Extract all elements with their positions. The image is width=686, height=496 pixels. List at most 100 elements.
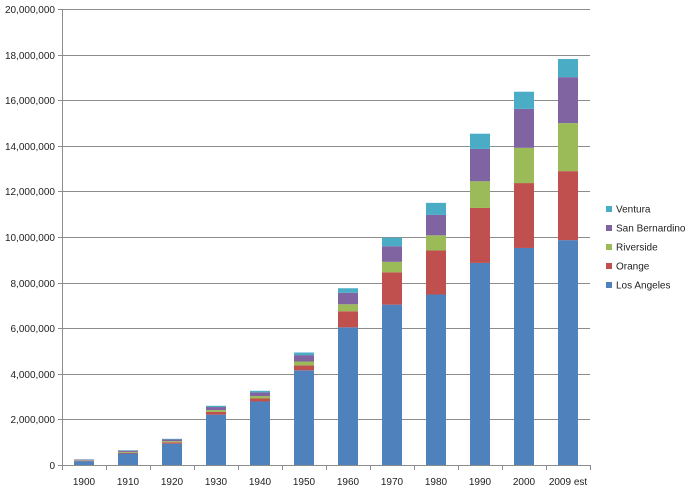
bar-segment-san-bernardino <box>426 214 446 236</box>
bar-segment-san-bernardino <box>514 108 534 148</box>
bar-segment-san-bernardino <box>74 459 94 461</box>
bar-segment-orange <box>162 442 182 444</box>
bar-segment-riverside <box>558 123 578 172</box>
legend-swatch <box>606 263 612 269</box>
bar-segment-orange <box>338 311 358 328</box>
bar-segment-ventura <box>382 237 402 247</box>
y-tick-label: 2,000,000 <box>11 415 56 426</box>
bar-segment-riverside <box>118 451 138 453</box>
x-tick-label: 1910 <box>117 477 140 488</box>
bar-segment-los-angeles <box>294 370 314 465</box>
x-tick-label: 1940 <box>249 477 272 488</box>
bar-segment-riverside <box>162 441 182 443</box>
bar-segment-los-angeles <box>118 453 138 465</box>
bar-segment-riverside <box>382 261 402 273</box>
y-tick-label: 10,000,000 <box>5 233 55 244</box>
bar-segment-los-angeles <box>426 294 446 465</box>
x-tick-label: 1990 <box>469 477 492 488</box>
bar-segment-ventura <box>338 288 358 293</box>
bar-segment-riverside <box>470 181 490 208</box>
x-tick-label: 1980 <box>425 477 448 488</box>
x-tick-labels: 1900 1910 1920 1930 1940 1950 1960 1970 1980 1990… <box>73 477 588 488</box>
x-tick-label: 1960 <box>337 477 360 488</box>
bar-segment-san-bernardino <box>338 292 358 305</box>
axes <box>58 9 591 470</box>
bar-segment-ventura <box>162 438 182 440</box>
bar-segment-riverside <box>250 396 270 399</box>
bar-segment-san-bernardino <box>162 439 182 442</box>
legend-item-orange: Orange <box>606 262 650 273</box>
bar-segment-ventura <box>250 390 270 393</box>
bar-segment-orange <box>118 452 138 454</box>
bar-segment-orange <box>250 398 270 402</box>
bar-segment-los-angeles <box>558 240 578 465</box>
bar-segment-san-bernardino <box>294 355 314 362</box>
legend-label: San Bernardino <box>616 224 686 235</box>
legend-label: Ventura <box>616 205 651 216</box>
bar-segment-los-angeles <box>382 304 402 465</box>
y-tick-label: 20,000,000 <box>5 5 55 16</box>
x-tick-label: 1920 <box>161 477 184 488</box>
bar-segment-los-angeles <box>74 461 94 465</box>
y-tick-label: 8,000,000 <box>11 279 56 290</box>
y-tick-label: 6,000,000 <box>11 324 56 335</box>
bar-segment-orange <box>470 207 490 263</box>
bar-segment-riverside <box>514 147 534 184</box>
legend-swatch <box>606 244 612 250</box>
bar-segment-los-angeles <box>338 327 358 465</box>
bar-segment-ventura <box>206 405 226 408</box>
bar-segment-los-angeles <box>206 414 226 465</box>
bar-segment-san-bernardino <box>206 407 226 411</box>
bar-segment-san-bernardino <box>118 450 138 452</box>
y-tick-label: 0 <box>49 461 55 472</box>
y-tick-label: 14,000,000 <box>5 142 55 153</box>
legend-swatch <box>606 225 612 231</box>
bar-segment-riverside <box>206 410 226 412</box>
x-tick-label: 1900 <box>73 477 96 488</box>
bar-segment-orange <box>558 171 578 241</box>
bar-segment-san-bernardino <box>558 77 578 124</box>
bars <box>74 58 578 465</box>
bar-segment-riverside <box>338 304 358 312</box>
x-tick-label: 2000 <box>513 477 536 488</box>
y-tick-label: 12,000,000 <box>5 187 55 198</box>
bar-segment-ventura <box>426 202 446 215</box>
bar-segment-los-angeles <box>470 262 490 465</box>
bar-segment-ventura <box>294 352 314 356</box>
legend-swatch <box>606 282 612 288</box>
bar-segment-riverside <box>426 235 446 251</box>
x-tick-label: 1930 <box>205 477 228 488</box>
x-tick-label: 1950 <box>293 477 316 488</box>
legend-item-ventura: Ventura <box>606 205 651 216</box>
y-tick-labels: 0 2,000,000 4,000,000 6,000,000 8,000,000 10,… <box>5 5 56 472</box>
gridlines <box>62 9 590 420</box>
x-tick-label: 1970 <box>381 477 404 488</box>
bar-segment-ventura <box>470 133 490 149</box>
bar-segment-orange <box>294 365 314 371</box>
bar-segment-los-angeles <box>162 443 182 465</box>
bar-segment-los-angeles <box>514 247 534 465</box>
legend-item-los-angeles: Los Angeles <box>606 281 671 292</box>
legend-label: Orange <box>616 262 650 273</box>
bar-segment-orange <box>382 272 402 305</box>
y-tick-label: 18,000,000 <box>5 51 55 62</box>
legend: Ventura San Bernardino Riverside Orange Los … <box>606 205 686 292</box>
legend-item-riverside: Riverside <box>606 243 658 254</box>
bar-segment-san-bernardino <box>470 148 490 182</box>
y-tick-label: 4,000,000 <box>11 370 56 381</box>
bar-segment-ventura <box>558 58 578 78</box>
bar-segment-san-bernardino <box>250 392 270 397</box>
bar-segment-orange <box>426 250 446 295</box>
bar-segment-ventura <box>514 91 534 109</box>
bar-segment-orange <box>206 411 226 415</box>
legend-label: Los Angeles <box>616 281 671 292</box>
bar-segment-san-bernardino <box>382 246 402 262</box>
bar-segment-los-angeles <box>250 401 270 465</box>
x-tick-label: 2009 est <box>549 477 588 488</box>
legend-item-san-bernardino: San Bernardino <box>606 224 686 235</box>
legend-label: Riverside <box>616 243 658 254</box>
bar-segment-orange <box>514 183 534 248</box>
y-tick-label: 16,000,000 <box>5 96 55 107</box>
